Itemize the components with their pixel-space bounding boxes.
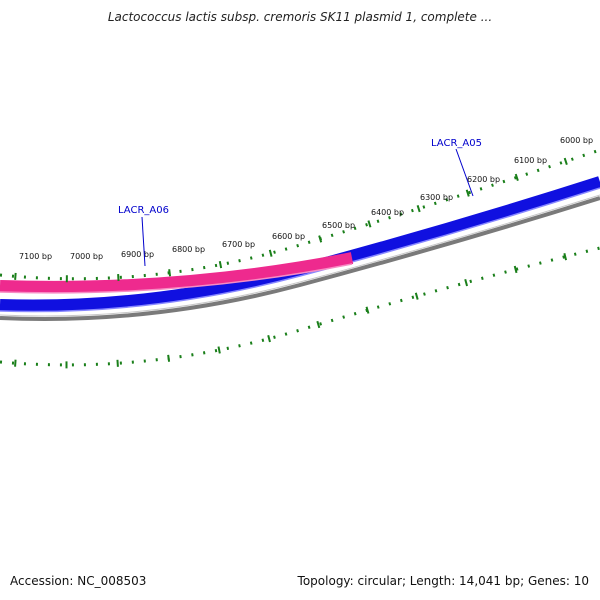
gene-band-lacr-a06[interactable] bbox=[0, 252, 354, 293]
inner-scale-tick bbox=[464, 278, 469, 287]
scale-label-6800: 6800 bp bbox=[172, 245, 205, 254]
outer-scale-tick bbox=[416, 204, 421, 213]
scale-ticks bbox=[14, 157, 568, 369]
scale-label-6500: 6500 bp bbox=[322, 221, 355, 230]
outer-scale-tick bbox=[563, 157, 568, 165]
inner-scale-tick bbox=[167, 354, 171, 362]
gene-leader-lacr-a06 bbox=[141, 216, 146, 267]
inner-scale-tick bbox=[513, 265, 518, 274]
outer-scale-tick bbox=[514, 173, 519, 181]
summary-text: Topology: circular; Length: 14,041 bp; G… bbox=[297, 574, 589, 588]
gene-band-lacr-a06-edge bbox=[0, 263, 353, 294]
outer-scale-tick bbox=[367, 220, 372, 228]
outer-scale-tick bbox=[465, 189, 470, 197]
scale-label-6600: 6600 bp bbox=[272, 232, 305, 241]
scale-label-6100: 6100 bp bbox=[514, 156, 547, 165]
gene-label-lacr-a06[interactable]: LACR_A06 bbox=[118, 205, 169, 216]
gene-label-lacr-a05[interactable]: LACR_A05 bbox=[431, 138, 482, 149]
scale-label-6000: 6000 bp bbox=[560, 136, 593, 145]
inner-scale-ring bbox=[0, 246, 600, 367]
inner-scale-tick bbox=[316, 320, 321, 329]
scale-label-7100: 7100 bp bbox=[19, 252, 52, 261]
outer-scale-tick bbox=[218, 261, 223, 269]
outer-scale-tick bbox=[268, 249, 273, 257]
scale-label-6700: 6700 bp bbox=[222, 240, 255, 249]
outer-scale-tick bbox=[14, 272, 17, 280]
backbone-ring bbox=[0, 196, 600, 322]
outer-scale-tick bbox=[168, 269, 172, 277]
inner-scale-tick bbox=[365, 306, 370, 314]
inner-scale-tick bbox=[217, 346, 221, 354]
scale-label-7000: 7000 bp bbox=[70, 252, 103, 261]
inner-scale-tick bbox=[414, 292, 419, 300]
scale-labels: 7100 bp 7000 bp 6900 bp 6800 bp 6700 bp … bbox=[19, 136, 593, 261]
inner-scale-tick bbox=[267, 335, 271, 343]
inner-scale-tick bbox=[563, 253, 568, 261]
gene-band-lacr-a05-edge bbox=[0, 187, 600, 313]
scale-label-6400: 6400 bp bbox=[371, 208, 404, 217]
scale-label-6300: 6300 bp bbox=[420, 193, 453, 202]
scale-label-6200: 6200 bp bbox=[467, 175, 500, 184]
map-title: Lactococcus lactis subsp. cremoris SK11 … bbox=[107, 10, 493, 24]
outer-scale-tick bbox=[318, 235, 323, 243]
accession-text: Accession: NC_008503 bbox=[10, 574, 147, 588]
backbone-ring-highlight bbox=[0, 194, 600, 317]
scale-label-6900: 6900 bp bbox=[121, 250, 154, 259]
gene-leader-lacr-a05 bbox=[455, 148, 474, 197]
